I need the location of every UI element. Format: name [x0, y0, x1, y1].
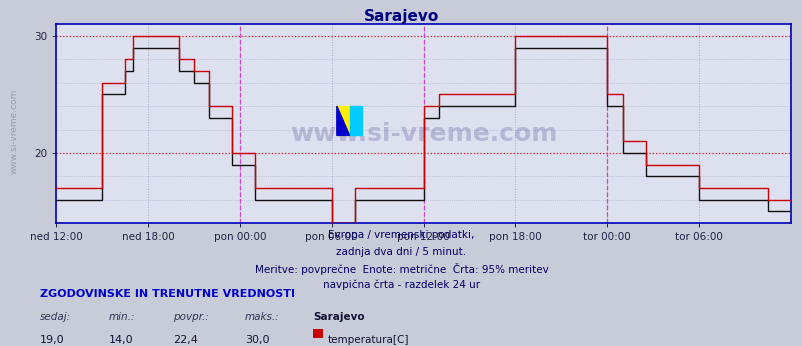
Text: Meritve: povprečne  Enote: metrične  Črta: 95% meritev: Meritve: povprečne Enote: metrične Črta:… — [254, 263, 548, 275]
Text: maks.:: maks.: — [245, 312, 279, 322]
Text: Evropa / vremenski podatki,: Evropa / vremenski podatki, — [328, 230, 474, 240]
Text: Sarajevo: Sarajevo — [313, 312, 364, 322]
Text: www.si-vreme.com: www.si-vreme.com — [290, 122, 557, 146]
Text: 22,4: 22,4 — [172, 335, 197, 345]
Text: temperatura[C]: temperatura[C] — [327, 335, 408, 345]
Text: min.:: min.: — [108, 312, 135, 322]
Polygon shape — [336, 106, 349, 135]
Text: ZGODOVINSKE IN TRENUTNE VREDNOSTI: ZGODOVINSKE IN TRENUTNE VREDNOSTI — [40, 289, 295, 299]
Text: Sarajevo: Sarajevo — [363, 9, 439, 24]
Text: sedaj:: sedaj: — [40, 312, 71, 322]
Text: www.si-vreme.com: www.si-vreme.com — [10, 89, 18, 174]
Text: 14,0: 14,0 — [108, 335, 133, 345]
Text: 30,0: 30,0 — [245, 335, 269, 345]
FancyBboxPatch shape — [349, 106, 362, 135]
Text: zadnja dva dni / 5 minut.: zadnja dva dni / 5 minut. — [336, 247, 466, 257]
FancyBboxPatch shape — [336, 106, 349, 135]
Text: navpična črta - razdelek 24 ur: navpična črta - razdelek 24 ur — [322, 280, 480, 290]
Text: povpr.:: povpr.: — [172, 312, 209, 322]
Text: 19,0: 19,0 — [40, 335, 65, 345]
